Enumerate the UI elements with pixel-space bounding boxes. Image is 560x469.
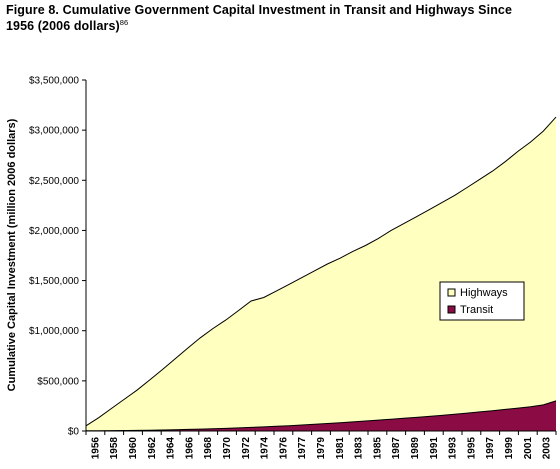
y-tick-label: $3,000,000 bbox=[29, 126, 79, 137]
y-tick-label: $2,500,000 bbox=[29, 176, 79, 187]
series-highways-area bbox=[86, 117, 556, 431]
x-tick-label: 1983 bbox=[354, 437, 365, 460]
x-tick-label: 1972 bbox=[241, 437, 252, 460]
series-transit-area bbox=[86, 400, 556, 431]
y-tick-label: $1,000,000 bbox=[29, 326, 79, 337]
x-tick-label: 1966 bbox=[184, 437, 195, 460]
x-tick-label: 1964 bbox=[166, 437, 177, 460]
x-tick-label: 2001 bbox=[523, 437, 534, 460]
series-highways-line bbox=[85, 116, 557, 427]
figure-footnote: 86 bbox=[119, 17, 129, 27]
y-tick-label: $3,500,000 bbox=[29, 76, 79, 87]
x-tick-label: 1976 bbox=[278, 437, 289, 460]
legend-label-transit: Transit bbox=[460, 304, 493, 316]
y-tick-label: $500,000 bbox=[37, 376, 79, 387]
y-tick-label: $1,500,000 bbox=[29, 276, 79, 287]
series-transit-line bbox=[85, 400, 557, 432]
x-tick-label: 1962 bbox=[147, 437, 158, 460]
x-tick-label: 1970 bbox=[222, 437, 233, 460]
x-tick-label: 1956 bbox=[90, 437, 101, 460]
legend-box bbox=[439, 281, 525, 321]
x-tick-label: 1985 bbox=[372, 437, 383, 460]
legend-swatch-transit bbox=[447, 305, 456, 314]
x-tick-label: 1981 bbox=[335, 437, 346, 460]
x-tick-label: 1968 bbox=[203, 437, 214, 460]
figure-title-line1: Figure 8. Cumulative Government Capital … bbox=[6, 3, 513, 17]
x-tick-label: 1987 bbox=[391, 437, 402, 460]
y-axis-label: Cumulative Capital Investment (million 2… bbox=[6, 118, 18, 391]
x-tick-label: 1979 bbox=[316, 437, 327, 460]
y-tick-label: $0 bbox=[68, 427, 80, 438]
figure-title: Figure 8. Cumulative Government Capital … bbox=[6, 2, 554, 34]
x-tick-label: 1989 bbox=[410, 437, 421, 460]
x-tick-label: 1974 bbox=[260, 437, 271, 460]
x-tick-label: 1993 bbox=[448, 437, 459, 460]
x-tick-label: 1977 bbox=[297, 437, 308, 460]
legend-label-highways: Highways bbox=[460, 287, 508, 299]
figure-title-line2: 1956 (2006 dollars) bbox=[6, 19, 120, 33]
x-tick-label: 2003 bbox=[542, 437, 553, 460]
x-tick-label: 1999 bbox=[504, 437, 515, 460]
x-tick-label: 1958 bbox=[109, 437, 120, 460]
x-tick-label: 1997 bbox=[485, 437, 496, 460]
x-tick-label: 1991 bbox=[429, 437, 440, 460]
x-tick-label: 1995 bbox=[466, 437, 477, 460]
y-tick-label: $2,000,000 bbox=[29, 226, 79, 237]
x-tick-label: 1960 bbox=[128, 437, 139, 460]
legend-swatch-highways bbox=[447, 288, 456, 297]
